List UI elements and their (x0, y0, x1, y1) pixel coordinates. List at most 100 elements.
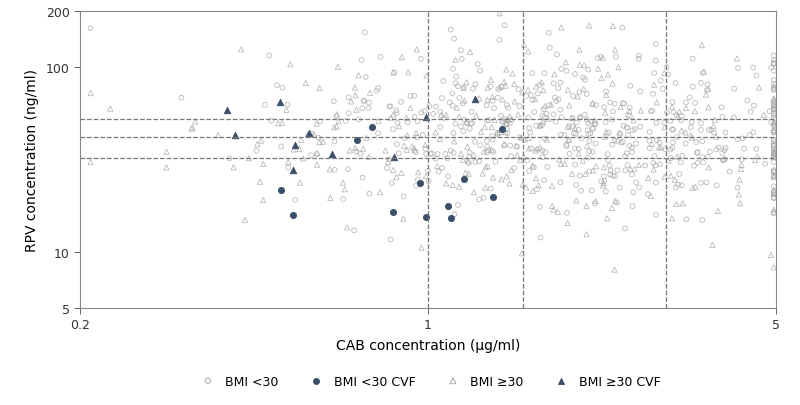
Point (414, 110, 427, 117)
Point (732, 192, 745, 198)
Point (718, 147, 731, 154)
Point (753, 85, 766, 92)
Point (482, 164, 494, 170)
Point (542, 103, 555, 109)
Point (473, 197, 486, 203)
Point (410, 47, 423, 53)
Point (488, 106, 501, 112)
Point (606, 117, 618, 124)
Point (608, 101, 621, 108)
Point (545, 102, 558, 109)
Point (597, 183, 610, 189)
Point (767, 149, 780, 156)
Point (350, 107, 362, 114)
Point (649, 163, 662, 169)
Point (767, 209, 780, 215)
Point (628, 166, 641, 173)
Point (731, 136, 744, 143)
Point (538, 177, 550, 184)
Point (679, 141, 692, 147)
Point (650, 58, 662, 65)
Point (690, 139, 702, 146)
Point (539, 150, 552, 156)
Point (537, 119, 550, 126)
Point (186, 125, 198, 132)
Point (447, 130, 460, 137)
Point (478, 124, 491, 131)
Point (630, 180, 642, 186)
Point (561, 220, 574, 227)
Point (467, 152, 480, 159)
Point (339, 119, 352, 125)
Point (618, 153, 631, 160)
Point (767, 139, 780, 145)
Point (566, 171, 578, 177)
Point (310, 121, 323, 128)
Point (673, 109, 686, 116)
Point (767, 187, 780, 194)
Point (586, 126, 599, 133)
Point (446, 91, 459, 97)
Point (633, 185, 646, 191)
Point (284, 62, 297, 68)
Point (404, 105, 417, 112)
Point (666, 145, 678, 152)
Point (595, 76, 608, 82)
Point (586, 100, 599, 107)
Point (422, 168, 434, 175)
Point (679, 100, 692, 107)
Point (650, 180, 662, 186)
Point (522, 146, 535, 152)
Point (767, 174, 780, 180)
Point (374, 54, 387, 61)
Point (330, 112, 343, 118)
Point (432, 169, 445, 175)
Point (613, 130, 626, 136)
Point (767, 129, 780, 136)
Point (602, 130, 615, 137)
Point (675, 113, 688, 120)
Point (560, 68, 573, 75)
Point (581, 117, 594, 124)
Point (718, 156, 731, 163)
Point (506, 71, 519, 78)
Point (448, 139, 461, 145)
Point (453, 96, 466, 102)
Point (767, 192, 780, 198)
Point (713, 145, 726, 151)
Point (573, 90, 586, 96)
Point (342, 111, 355, 117)
Point (728, 86, 741, 93)
Point (420, 151, 433, 158)
Point (582, 155, 594, 162)
Point (287, 147, 300, 153)
Point (423, 104, 436, 110)
Point (767, 53, 780, 60)
Point (578, 112, 591, 119)
Point (767, 81, 780, 88)
Point (767, 130, 780, 136)
Point (666, 140, 679, 146)
Point (653, 140, 666, 146)
Point (419, 114, 432, 121)
Point (530, 124, 542, 130)
Point (767, 184, 780, 190)
Point (520, 94, 533, 100)
Point (541, 137, 554, 143)
Point (372, 118, 385, 125)
Point (626, 203, 639, 210)
Point (765, 119, 778, 126)
Point (540, 111, 553, 118)
Point (491, 132, 504, 138)
Point (767, 128, 780, 134)
Point (767, 174, 780, 181)
Point (458, 98, 470, 104)
Point (358, 98, 370, 105)
Point (624, 166, 637, 173)
Point (536, 155, 549, 161)
Point (606, 24, 619, 30)
Point (590, 102, 602, 109)
Point (615, 139, 628, 145)
Point (580, 92, 593, 98)
Point (747, 130, 760, 136)
